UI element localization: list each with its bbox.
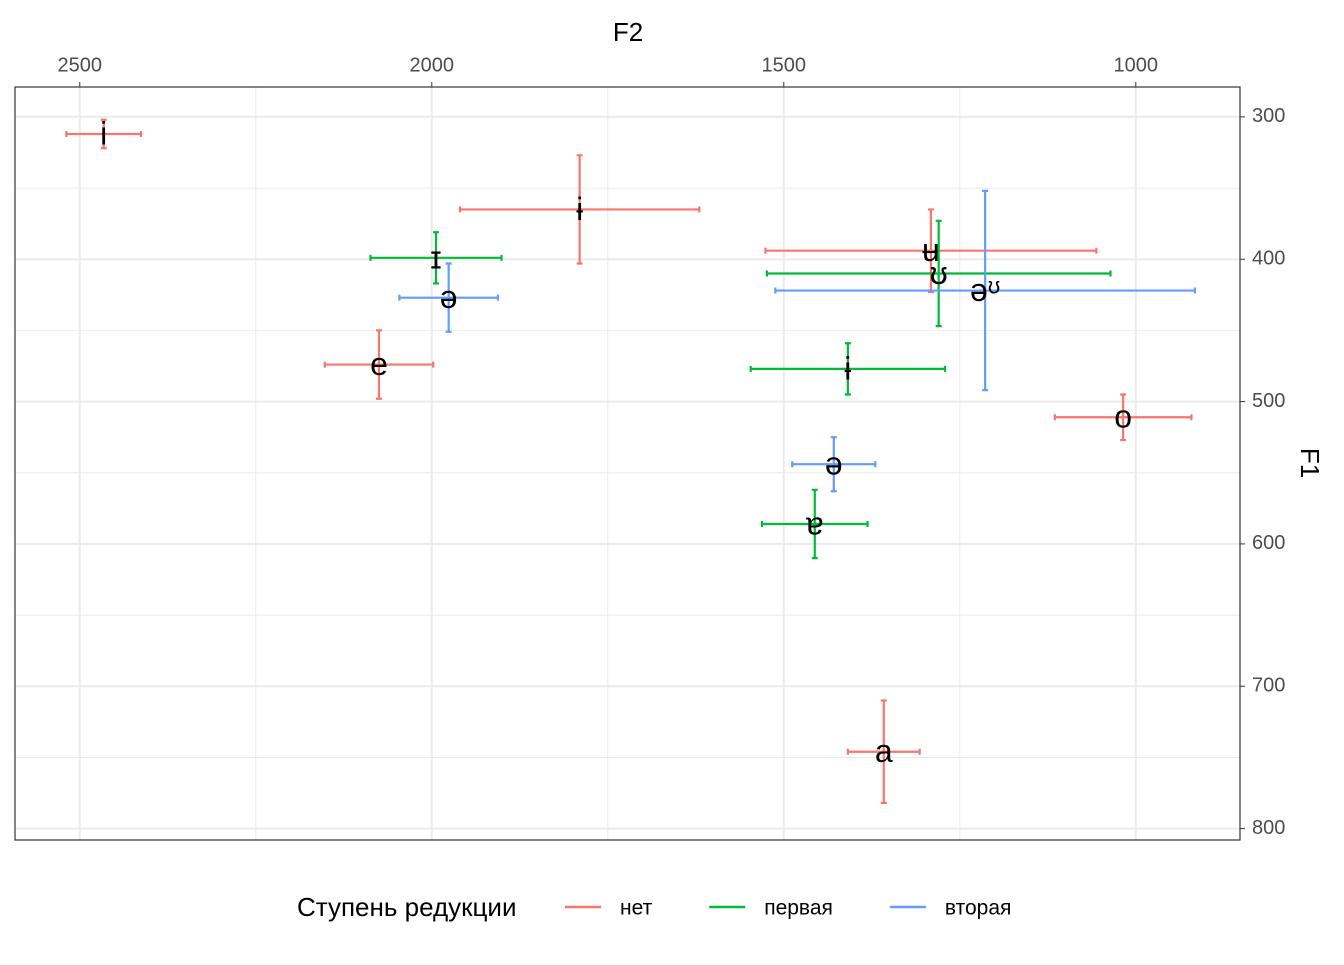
y-error-bar bbox=[100, 118, 107, 150]
legend-label: вторая bbox=[945, 897, 1012, 920]
point-label: i bbox=[100, 115, 107, 151]
plot-border bbox=[14, 86, 1241, 841]
point-label: ʊ bbox=[930, 255, 948, 291]
y-error-bar bbox=[811, 488, 818, 560]
y-tick-label: 500 bbox=[1252, 390, 1285, 412]
y-error-bar bbox=[927, 208, 934, 294]
point-label: ɨ bbox=[576, 191, 583, 227]
y-tick-label: 800 bbox=[1252, 817, 1285, 839]
x-axis-title: F2 bbox=[613, 17, 643, 47]
y-axis-title: F1 bbox=[1295, 448, 1325, 478]
point-label: a bbox=[875, 733, 893, 769]
x-tick-label: 2500 bbox=[58, 54, 103, 76]
y-tick-label: 400 bbox=[1252, 248, 1285, 270]
point-label: ɨ bbox=[844, 350, 851, 386]
x-tick-label: 1000 bbox=[1114, 54, 1159, 76]
x-tick-label: 2000 bbox=[410, 54, 455, 76]
legend-label: нет bbox=[620, 897, 653, 920]
y-tick-label: 300 bbox=[1252, 105, 1285, 127]
point-label: o bbox=[1114, 399, 1132, 435]
x-tick-label: 1500 bbox=[762, 54, 807, 76]
y-error-bar bbox=[1120, 393, 1127, 442]
y-tick-label: 700 bbox=[1252, 675, 1285, 697]
y-error-bar bbox=[982, 189, 989, 392]
y-error-bar bbox=[445, 262, 452, 333]
y-error-bar bbox=[375, 329, 382, 400]
point-label: ə bbox=[440, 279, 458, 315]
y-error-bar bbox=[433, 231, 440, 285]
legend-title: Ступень редукции bbox=[297, 892, 516, 922]
point-label: ɪ bbox=[430, 239, 441, 275]
y-tick-label: 600 bbox=[1252, 532, 1285, 554]
point-label: ɐ bbox=[806, 505, 824, 541]
y-error-bar bbox=[844, 342, 851, 396]
y-error-bar bbox=[880, 699, 887, 805]
point-label: əᶷ bbox=[970, 272, 1000, 308]
y-error-bar bbox=[830, 436, 837, 493]
point-label: e bbox=[370, 346, 388, 382]
y-error-bar bbox=[935, 219, 942, 328]
point-label: ə bbox=[825, 446, 843, 482]
point-label: ʉ bbox=[922, 232, 940, 268]
y-error-bar bbox=[576, 154, 583, 265]
legend-label: первая bbox=[764, 897, 833, 920]
